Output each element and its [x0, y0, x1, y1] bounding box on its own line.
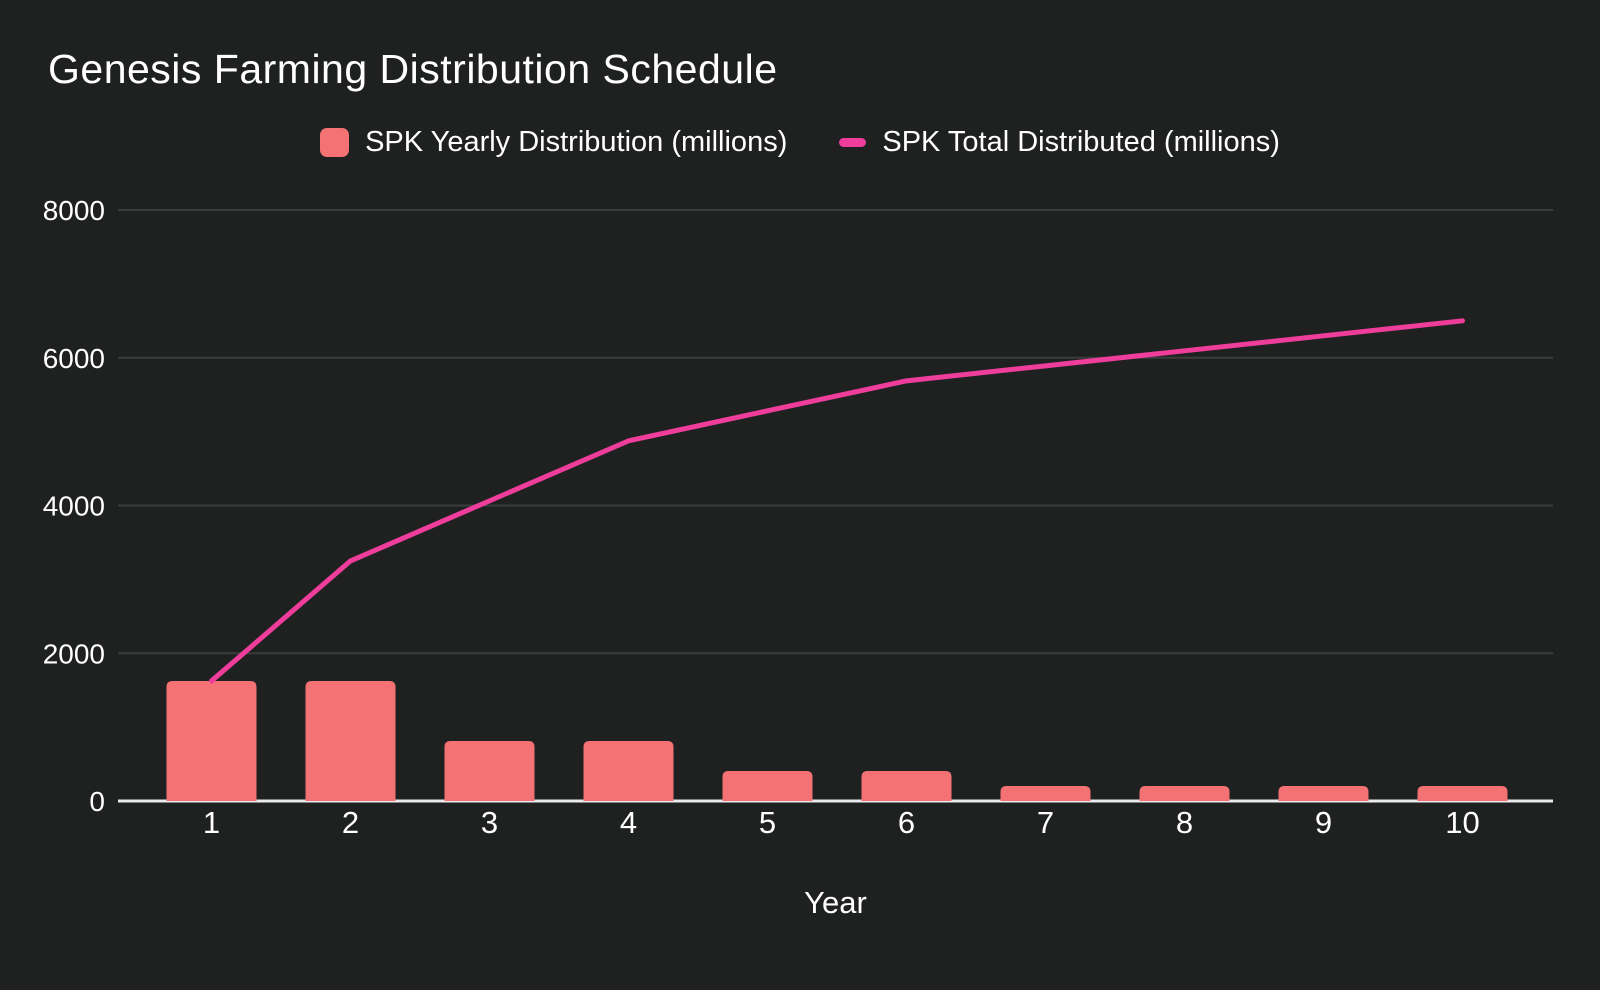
bar-year-6	[861, 770, 952, 801]
bar-year-7	[1000, 785, 1091, 801]
x-axis-title: Year	[804, 885, 867, 920]
bar-year-5	[722, 770, 813, 801]
y-tick-label: 4000	[43, 491, 105, 522]
bar-year-2	[305, 680, 396, 801]
x-tick-label: 9	[1315, 805, 1332, 840]
legend-item-total-distributed: SPK Total Distributed (millions)	[839, 126, 1280, 159]
y-tick-label: 6000	[43, 343, 105, 374]
legend-label-total: SPK Total Distributed (millions)	[882, 126, 1280, 158]
bar-year-10	[1417, 785, 1508, 801]
legend-label-yearly: SPK Yearly Distribution (millions)	[365, 126, 788, 158]
y-tick-label: 0	[89, 786, 105, 817]
bar-year-9	[1278, 785, 1369, 801]
x-tick-label: 2	[342, 805, 359, 840]
x-tick-label: 1	[203, 805, 220, 840]
legend-item-yearly-distribution: SPK Yearly Distribution (millions)	[320, 126, 787, 159]
bar-series-square-icon	[320, 128, 350, 157]
x-tick-label: 4	[620, 805, 637, 840]
total-distributed-line	[209, 318, 1465, 684]
x-tick-label: 8	[1176, 805, 1193, 840]
y-tick-label: 2000	[43, 638, 105, 669]
chart-title: Genesis Farming Distribution Schedule	[48, 46, 778, 92]
bar-year-8	[1139, 785, 1230, 801]
y-tick-label: 8000	[43, 195, 105, 226]
bar-year-1	[166, 680, 257, 801]
x-tick-label: 10	[1445, 805, 1479, 840]
legend: SPK Yearly Distribution (millions) SPK T…	[0, 126, 1600, 159]
x-tick-label: 3	[481, 805, 498, 840]
bar-year-4	[583, 740, 674, 801]
bar-year-3	[444, 740, 535, 801]
line-series-dash-icon	[839, 138, 867, 147]
x-tick-label: 5	[759, 805, 776, 840]
x-tick-label: 7	[1037, 805, 1054, 840]
x-tick-label: 6	[898, 805, 915, 840]
